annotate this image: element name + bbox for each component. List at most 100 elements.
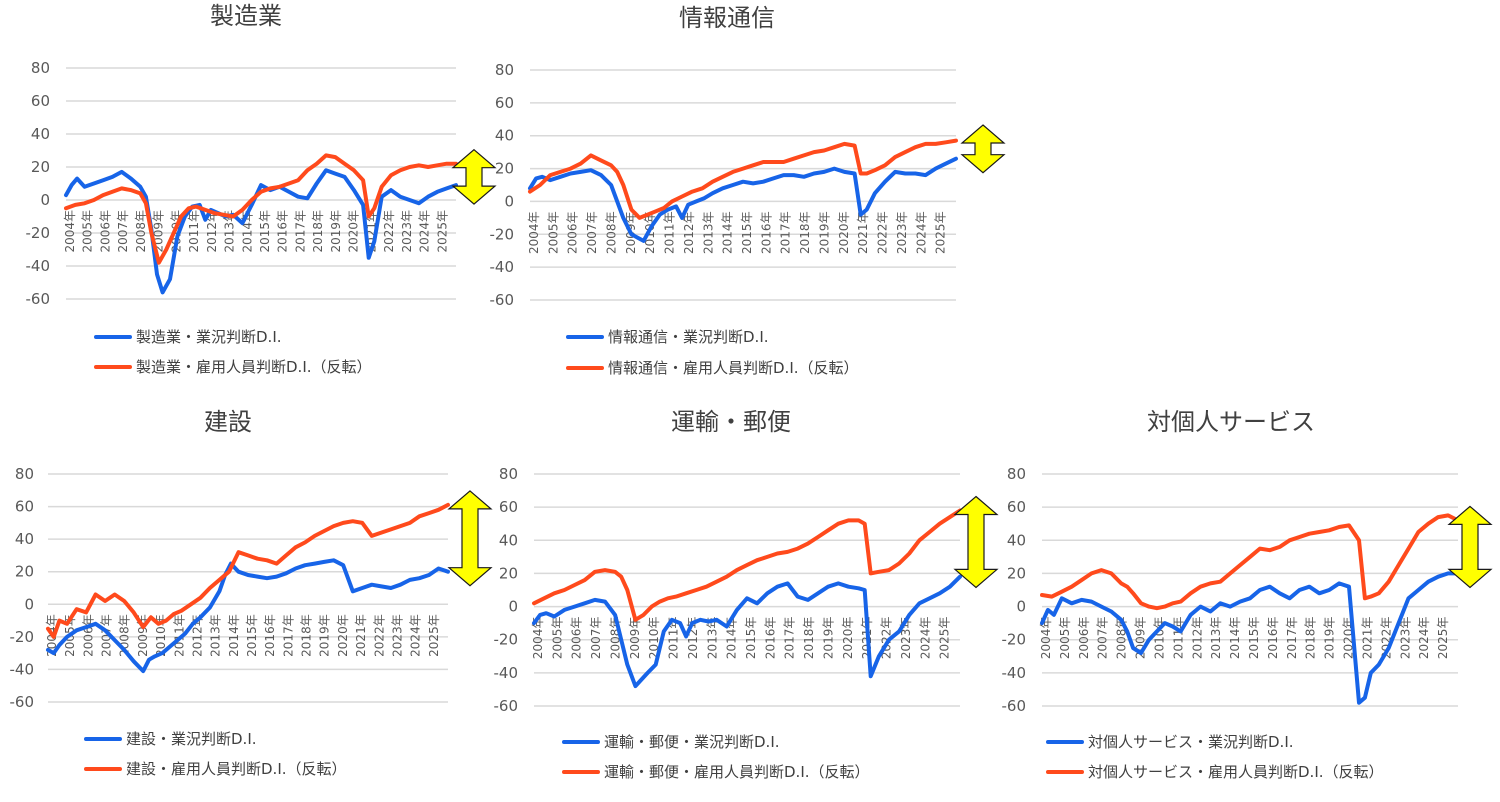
x-tick-label: 2005年: [1058, 617, 1072, 660]
y-tick-label: -20: [26, 224, 51, 242]
y-tick-label: 80: [495, 61, 514, 79]
x-tick-label: 2006年: [98, 210, 112, 253]
x-tick-label: 2020年: [841, 617, 855, 660]
y-tick-label: 0: [40, 191, 50, 209]
x-tick-label: 2019年: [1323, 617, 1337, 660]
series-line-employment: [64, 153, 458, 265]
y-tick-label: -60: [1002, 697, 1027, 715]
y-tick-label: 60: [499, 498, 518, 516]
x-tick-label: 2014年: [721, 211, 735, 254]
y-tick-label: 40: [495, 127, 514, 145]
x-tick-label: 2011年: [663, 211, 677, 254]
gap-arrow-icon: [447, 490, 493, 587]
x-tick-label: 2007年: [116, 210, 130, 253]
y-tick-label: 60: [31, 92, 50, 110]
y-tick-label: 80: [15, 465, 34, 483]
x-tick-label: 2019年: [817, 211, 831, 254]
x-tick-label: 2013年: [705, 617, 719, 660]
x-tick-label: 2023年: [895, 211, 909, 254]
y-tick-label: 40: [499, 531, 518, 549]
x-tick-label: 2016年: [276, 210, 290, 253]
series-line-employment: [528, 138, 958, 220]
x-tick-label: 2008年: [134, 210, 148, 253]
x-tick-label: 2024年: [1417, 617, 1431, 660]
x-tick-label: 2021年: [1360, 617, 1374, 660]
x-tick-label: 2017年: [783, 617, 797, 660]
x-tick-label: 2016年: [263, 614, 277, 657]
y-tick-label: -60: [26, 290, 51, 308]
y-tick-label: 0: [1016, 598, 1026, 616]
x-tick-label: 2018年: [1304, 617, 1318, 660]
x-tick-label: 2023年: [390, 614, 404, 657]
x-tick-label: 2025年: [435, 210, 449, 253]
x-tick-label: 2019年: [318, 614, 332, 657]
x-tick-label: 2014年: [1228, 617, 1242, 660]
chart-panel: 対個人サービス 80 60 40 20 0 -20 -40 -60 2004年 2005年 2006年…: [1002, 408, 1493, 781]
x-tick-label: 2006年: [566, 211, 580, 254]
series-line-employment: [1040, 513, 1460, 611]
y-tick-label: -40: [490, 258, 515, 276]
series-line-employment: [532, 508, 962, 622]
legend-label: 運輸・郵便・業況判断D.I.: [604, 733, 780, 751]
x-tick-label: 2024年: [418, 210, 432, 253]
y-tick-label: 20: [15, 563, 34, 581]
chart-panel: 運輸・郵便 80 60 40 20 0 -20 -40 -60 2004年 2005年 2006年 20…: [494, 408, 999, 781]
y-tick-label: 20: [1007, 564, 1026, 582]
x-tick-label: 2004年: [63, 210, 77, 253]
x-tick-label: 2007年: [1096, 617, 1110, 660]
y-tick-label: -60: [494, 697, 519, 715]
gap-arrow-icon: [953, 495, 999, 589]
x-tick-label: 2024年: [409, 614, 423, 657]
y-tick-label: 40: [1007, 531, 1026, 549]
legend-label: 運輸・郵便・雇用人員判断D.I.（反転）: [604, 763, 870, 781]
x-tick-label: 2015年: [744, 617, 758, 660]
x-tick-label: 2018年: [300, 614, 314, 657]
x-tick-label: 2006年: [570, 617, 584, 660]
y-tick-label: 80: [31, 59, 50, 77]
x-tick-label: 2005年: [81, 210, 95, 253]
gap-arrow-icon: [451, 148, 497, 205]
y-tick-label: -60: [10, 693, 35, 711]
x-tick-label: 2005年: [546, 211, 560, 254]
x-tick-label: 2018年: [311, 210, 325, 253]
x-tick-label: 2004年: [527, 211, 541, 254]
y-tick-label: -20: [1002, 631, 1027, 649]
legend-label: 対個人サービス・雇用人員判断D.I.（反転）: [1088, 763, 1384, 781]
x-tick-label: 2020年: [837, 211, 851, 254]
legend-label: 情報通信・業況判断D.I.: [608, 328, 769, 346]
y-tick-label: -40: [10, 660, 35, 678]
y-tick-label: -40: [1002, 664, 1027, 682]
y-tick-label: 20: [495, 160, 514, 178]
x-tick-label: 2015年: [258, 210, 272, 253]
x-tick-label: 2011年: [172, 614, 186, 657]
y-tick-label: 20: [31, 158, 50, 176]
y-tick-label: 40: [15, 530, 34, 548]
chart-title: 運輸・郵便: [671, 408, 791, 436]
x-tick-label: 2016年: [759, 211, 773, 254]
x-tick-label: 2025年: [1436, 617, 1450, 660]
gap-arrow-icon: [1447, 505, 1493, 589]
x-tick-label: 2023年: [400, 210, 414, 253]
x-tick-label: 2005年: [550, 617, 564, 660]
y-tick-label: 80: [1007, 465, 1026, 483]
x-tick-label: 2017年: [293, 210, 307, 253]
y-tick-label: 0: [504, 192, 514, 210]
x-tick-label: 2016年: [1266, 617, 1280, 660]
x-tick-label: 2012年: [682, 211, 696, 254]
y-tick-label: -20: [10, 628, 35, 646]
series-line-business: [64, 168, 458, 295]
chart-title: 製造業: [210, 2, 282, 30]
x-tick-label: 2008年: [604, 211, 618, 254]
x-tick-label: 2018年: [798, 211, 812, 254]
x-tick-label: 2017年: [1285, 617, 1299, 660]
y-tick-label: 40: [31, 125, 50, 143]
x-tick-label: 2011年: [187, 210, 201, 253]
y-tick-label: 80: [499, 465, 518, 483]
x-tick-label: 2017年: [281, 614, 295, 657]
legend-label: 情報通信・雇用人員判断D.I.（反転）: [608, 359, 859, 377]
y-tick-label: -20: [490, 225, 515, 243]
y-tick-label: -20: [494, 631, 519, 649]
chart-panel: 製造業 80 60 40 20 0 -20 -40 -60 2004年 2005年 2006年 2007…: [26, 2, 497, 376]
x-tick-label: 2007年: [589, 617, 603, 660]
